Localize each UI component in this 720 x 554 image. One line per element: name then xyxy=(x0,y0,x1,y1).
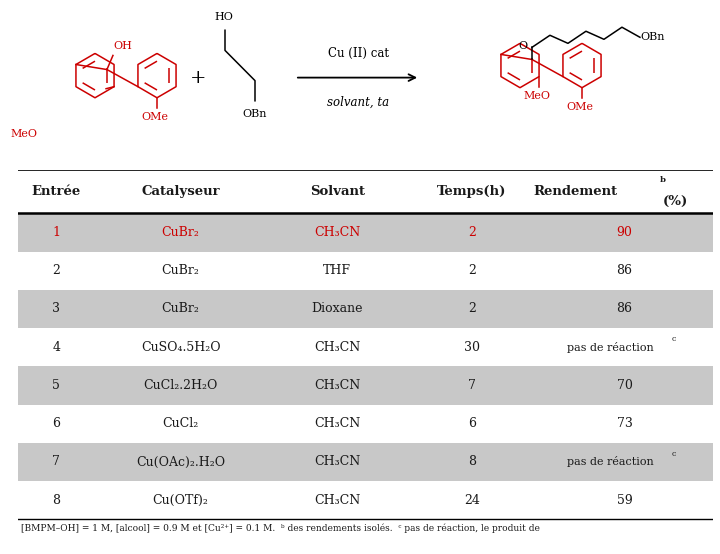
Text: 8: 8 xyxy=(468,455,476,469)
Text: OBn: OBn xyxy=(640,32,665,42)
Text: Rendement: Rendement xyxy=(534,185,618,198)
Text: CuBr₂: CuBr₂ xyxy=(162,264,199,277)
Text: 86: 86 xyxy=(616,302,632,315)
Text: c: c xyxy=(672,335,676,343)
Text: 2: 2 xyxy=(468,302,476,315)
Text: pas de réaction: pas de réaction xyxy=(567,456,654,468)
Text: CuBr₂: CuBr₂ xyxy=(162,226,199,239)
Text: THF: THF xyxy=(323,264,351,277)
Text: 90: 90 xyxy=(616,226,632,239)
Text: [BMPM–OH] = 1 M, [alcool] = 0.9 M et [Cu²⁺] = 0.1 M.  ᵇ des rendements isolés.  : [BMPM–OH] = 1 M, [alcool] = 0.9 M et [Cu… xyxy=(22,524,540,534)
Text: CuSO₄.5H₂O: CuSO₄.5H₂O xyxy=(141,341,220,353)
Text: CH₃CN: CH₃CN xyxy=(314,417,361,430)
Text: +: + xyxy=(190,69,206,86)
Text: Dioxane: Dioxane xyxy=(312,302,363,315)
Bar xyxy=(18,213,713,252)
Text: 7: 7 xyxy=(53,455,60,469)
Text: 30: 30 xyxy=(464,341,480,353)
Text: c: c xyxy=(672,450,676,458)
Text: CuCl₂: CuCl₂ xyxy=(163,417,199,430)
Text: 70: 70 xyxy=(616,379,632,392)
Text: OMe: OMe xyxy=(142,112,168,122)
Text: 1: 1 xyxy=(52,226,60,239)
Text: CH₃CN: CH₃CN xyxy=(314,379,361,392)
Text: 59: 59 xyxy=(616,494,632,507)
Text: O: O xyxy=(519,42,528,52)
Bar xyxy=(18,290,713,328)
Text: 6: 6 xyxy=(52,417,60,430)
Text: CuCl₂.2H₂O: CuCl₂.2H₂O xyxy=(143,379,218,392)
Text: 86: 86 xyxy=(616,264,632,277)
Text: 3: 3 xyxy=(52,302,60,315)
Text: pas de réaction: pas de réaction xyxy=(567,342,654,353)
Text: (%): (%) xyxy=(662,194,688,208)
Bar xyxy=(18,443,713,481)
Text: OBn: OBn xyxy=(243,109,267,119)
Text: b: b xyxy=(660,176,666,184)
Text: 8: 8 xyxy=(52,494,60,507)
Text: Solvant: Solvant xyxy=(310,185,365,198)
Text: Catalyseur: Catalyseur xyxy=(141,185,220,198)
Bar xyxy=(18,366,713,404)
Text: CuBr₂: CuBr₂ xyxy=(162,302,199,315)
Text: 2: 2 xyxy=(468,226,476,239)
Text: Cu(OAc)₂.H₂O: Cu(OAc)₂.H₂O xyxy=(136,455,225,469)
Text: solvant, ta: solvant, ta xyxy=(327,96,389,109)
Text: CH₃CN: CH₃CN xyxy=(314,455,361,469)
Text: 7: 7 xyxy=(468,379,476,392)
Text: 73: 73 xyxy=(616,417,632,430)
Text: MeO: MeO xyxy=(523,91,551,101)
Text: Temps(h): Temps(h) xyxy=(437,185,506,198)
Text: 6: 6 xyxy=(468,417,476,430)
Text: Entrée: Entrée xyxy=(32,185,81,198)
Text: 2: 2 xyxy=(53,264,60,277)
Text: 4: 4 xyxy=(52,341,60,353)
Text: 24: 24 xyxy=(464,494,480,507)
Text: Cu(OTf)₂: Cu(OTf)₂ xyxy=(153,494,209,507)
Text: CH₃CN: CH₃CN xyxy=(314,341,361,353)
Text: CH₃CN: CH₃CN xyxy=(314,226,361,239)
Text: Cu (II) cat: Cu (II) cat xyxy=(328,47,389,59)
Text: 5: 5 xyxy=(53,379,60,392)
Text: OMe: OMe xyxy=(567,102,593,112)
Text: MeO: MeO xyxy=(10,129,37,139)
Text: 2: 2 xyxy=(468,264,476,277)
Text: HO: HO xyxy=(214,12,233,22)
Text: CH₃CN: CH₃CN xyxy=(314,494,361,507)
Text: OH: OH xyxy=(113,42,132,52)
